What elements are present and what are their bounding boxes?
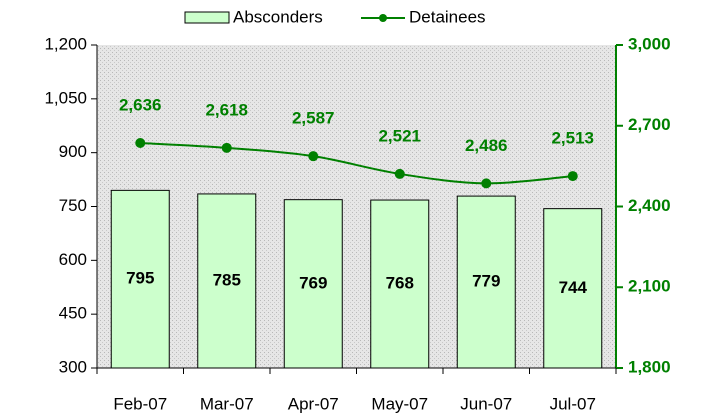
x-tick-label: May-07 <box>371 394 428 413</box>
x-tick-label: Apr-07 <box>288 394 339 413</box>
bar <box>110 189 170 369</box>
x-tick-label: Feb-07 <box>113 394 167 413</box>
legend-swatch-dot <box>379 14 387 22</box>
y-tick-label: 750 <box>59 196 87 215</box>
x-tick-label: Jun-07 <box>460 394 512 413</box>
y-tick-label: 900 <box>59 142 87 161</box>
y2-tick-label: 2,700 <box>628 115 671 134</box>
bar-label: 768 <box>386 274 414 293</box>
bar <box>456 195 516 369</box>
bar-label: 779 <box>472 272 500 291</box>
point-label: 2,618 <box>205 100 248 119</box>
y-tick-label: 1,200 <box>44 34 87 53</box>
point-label: 2,587 <box>292 109 335 128</box>
y-tick-label: 1,050 <box>44 88 87 107</box>
point-label: 2,513 <box>551 129 594 148</box>
line-point <box>567 171 578 182</box>
point-label: 2,636 <box>119 95 162 114</box>
y2-tick-label: 2,400 <box>628 196 671 215</box>
y-tick-label: 600 <box>59 250 87 269</box>
line-point <box>394 168 405 179</box>
bar <box>370 199 430 369</box>
line-point <box>308 151 319 162</box>
bar <box>543 208 603 369</box>
y-tick-label: 450 <box>59 304 87 323</box>
y2-tick-label: 1,800 <box>628 357 671 376</box>
point-label: 2,486 <box>465 136 508 155</box>
y2-tick-label: 3,000 <box>628 34 671 53</box>
bar <box>197 193 257 369</box>
legend-label: Absconders <box>233 7 323 26</box>
x-tick-label: Jul-07 <box>550 394 596 413</box>
plot-area <box>97 45 616 368</box>
y-tick-label: 300 <box>59 357 87 376</box>
legend-swatch <box>184 11 230 24</box>
line-point <box>481 178 492 189</box>
x-tick-label: Mar-07 <box>200 394 254 413</box>
line-point <box>135 137 146 148</box>
y2-tick-label: 2,100 <box>628 277 671 296</box>
line-point <box>221 142 232 153</box>
bar-label: 769 <box>299 273 327 292</box>
bar <box>283 199 343 369</box>
bar-label: 795 <box>126 269 154 288</box>
line <box>140 141 573 185</box>
bar-label: 785 <box>213 270 241 289</box>
point-label: 2,521 <box>378 126 421 145</box>
bar-label: 744 <box>559 278 588 297</box>
legend-label: Detainees <box>409 7 486 26</box>
